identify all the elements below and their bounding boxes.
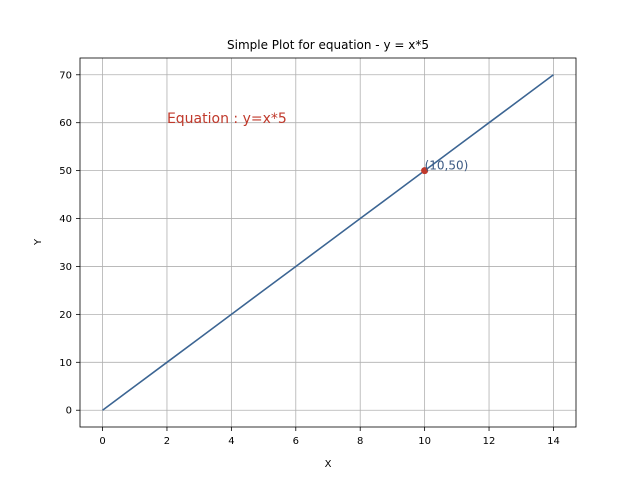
y-tick-label: 40 — [59, 214, 72, 225]
highlight-point — [421, 167, 429, 175]
x-tick-label: 8 — [357, 436, 363, 447]
y-tick-label: 20 — [59, 310, 72, 321]
y-axis-label: Y — [33, 238, 44, 246]
x-tick-label: 10 — [418, 436, 431, 447]
x-tick-label: 4 — [228, 436, 234, 447]
y-tick-label: 70 — [59, 70, 72, 81]
series-layer — [102, 74, 554, 411]
y-axis: 0 10 20 30 40 50 60 70 — [59, 70, 80, 417]
x-tick-label: 6 — [293, 436, 299, 447]
y-tick-label: 60 — [59, 118, 72, 129]
y-tick-label: 10 — [59, 358, 72, 369]
y-tick-label: 0 — [66, 406, 72, 417]
x-tick-label: 2 — [164, 436, 170, 447]
x-axis: 0 2 4 6 8 10 12 14 — [99, 427, 560, 447]
annotations: (10,50) Equation : y=x*5 — [167, 111, 468, 172]
x-tick-label: 12 — [483, 436, 496, 447]
point-annotation: (10,50) — [425, 159, 469, 173]
x-axis-label: X — [325, 459, 332, 470]
y-tick-label: 30 — [59, 262, 72, 273]
x-tick-label: 0 — [99, 436, 105, 447]
plot-frame — [79, 57, 577, 428]
x-tick-label: 14 — [547, 436, 560, 447]
chart-title: Simple Plot for equation - y = x*5 — [227, 38, 429, 52]
equation-annotation: Equation : y=x*5 — [167, 111, 287, 127]
series-line — [102, 74, 554, 411]
grid — [80, 58, 576, 427]
y-tick-label: 50 — [59, 166, 72, 177]
